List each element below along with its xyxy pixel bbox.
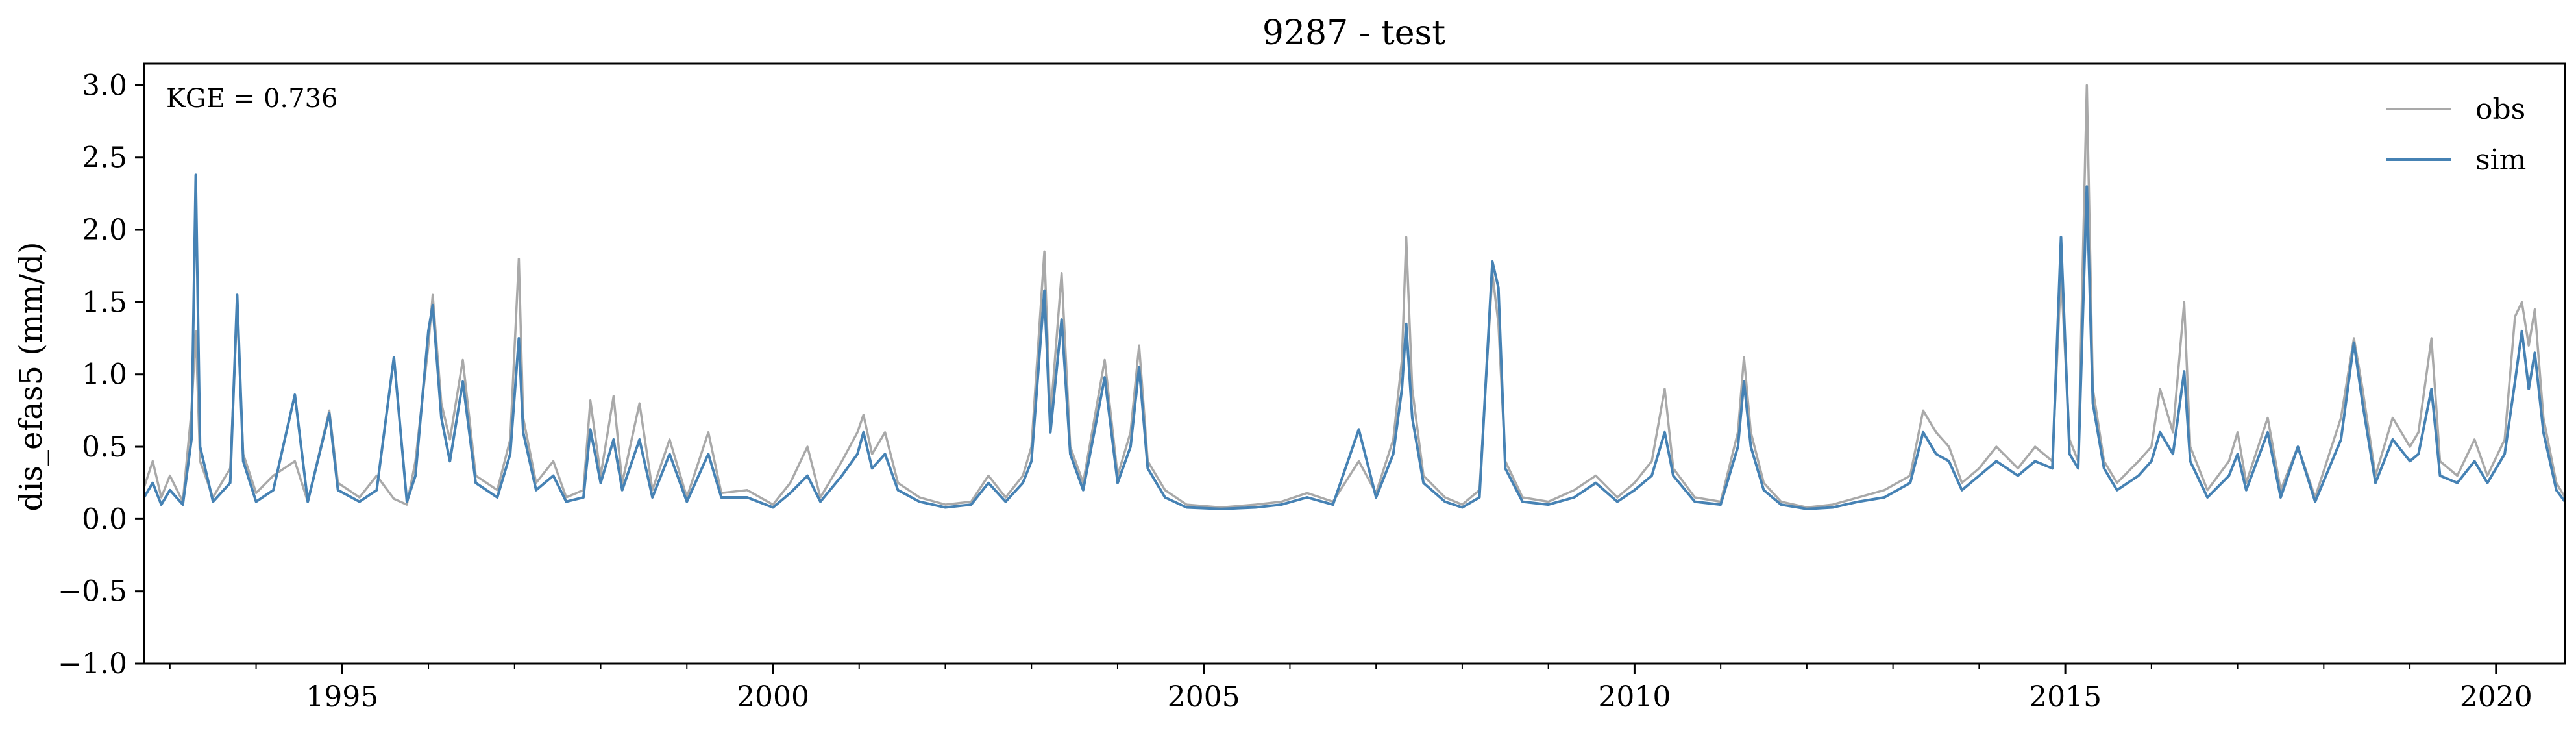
legend-label-obs: obs bbox=[2475, 93, 2525, 126]
x-tick-label: 2015 bbox=[2029, 680, 2102, 714]
y-tick-label: 2.0 bbox=[82, 214, 127, 247]
legend-label-sim: sim bbox=[2475, 143, 2526, 177]
chart-title: 9287 - test bbox=[1262, 14, 1445, 53]
series-layer bbox=[143, 84, 2566, 510]
x-tick-label: 2000 bbox=[737, 680, 809, 714]
y-axis-label: dis_efas5 (mm/d) bbox=[13, 242, 49, 511]
plot-frame bbox=[143, 62, 2566, 665]
y-tick-label: 3.0 bbox=[82, 69, 127, 102]
y-axis: −1.0 −0.5 0.0 0.5 1.0 1.5 2.0 2.5 3.0 bbox=[58, 69, 144, 680]
kge-annotation: KGE = 0.736 bbox=[166, 84, 338, 114]
y-tick-label: 1.0 bbox=[82, 358, 127, 392]
y-tick-label: −1.0 bbox=[58, 647, 127, 680]
y-tick-label: 0.0 bbox=[82, 503, 127, 536]
y-tick-label: 2.5 bbox=[82, 142, 127, 175]
plot-area: −1.0 −0.5 0.0 0.5 1.0 1.5 2.0 2.5 3.0 1995 2000 20… bbox=[58, 62, 2566, 714]
x-tick-label: 2010 bbox=[1598, 680, 1671, 714]
series-line-sim bbox=[143, 173, 2566, 510]
x-tick-label: 1995 bbox=[306, 680, 378, 714]
legend: obs sim bbox=[2386, 93, 2526, 177]
series-line-obs bbox=[143, 84, 2566, 509]
y-tick-label: −0.5 bbox=[58, 575, 127, 608]
x-tick-label: 2020 bbox=[2460, 680, 2533, 714]
y-tick-label: 1.5 bbox=[82, 286, 127, 319]
x-axis: 1995 2000 2005 2010 2015 2020 bbox=[169, 664, 2533, 714]
y-tick-label: 0.5 bbox=[82, 430, 127, 464]
x-tick-label: 2005 bbox=[1168, 680, 1240, 714]
